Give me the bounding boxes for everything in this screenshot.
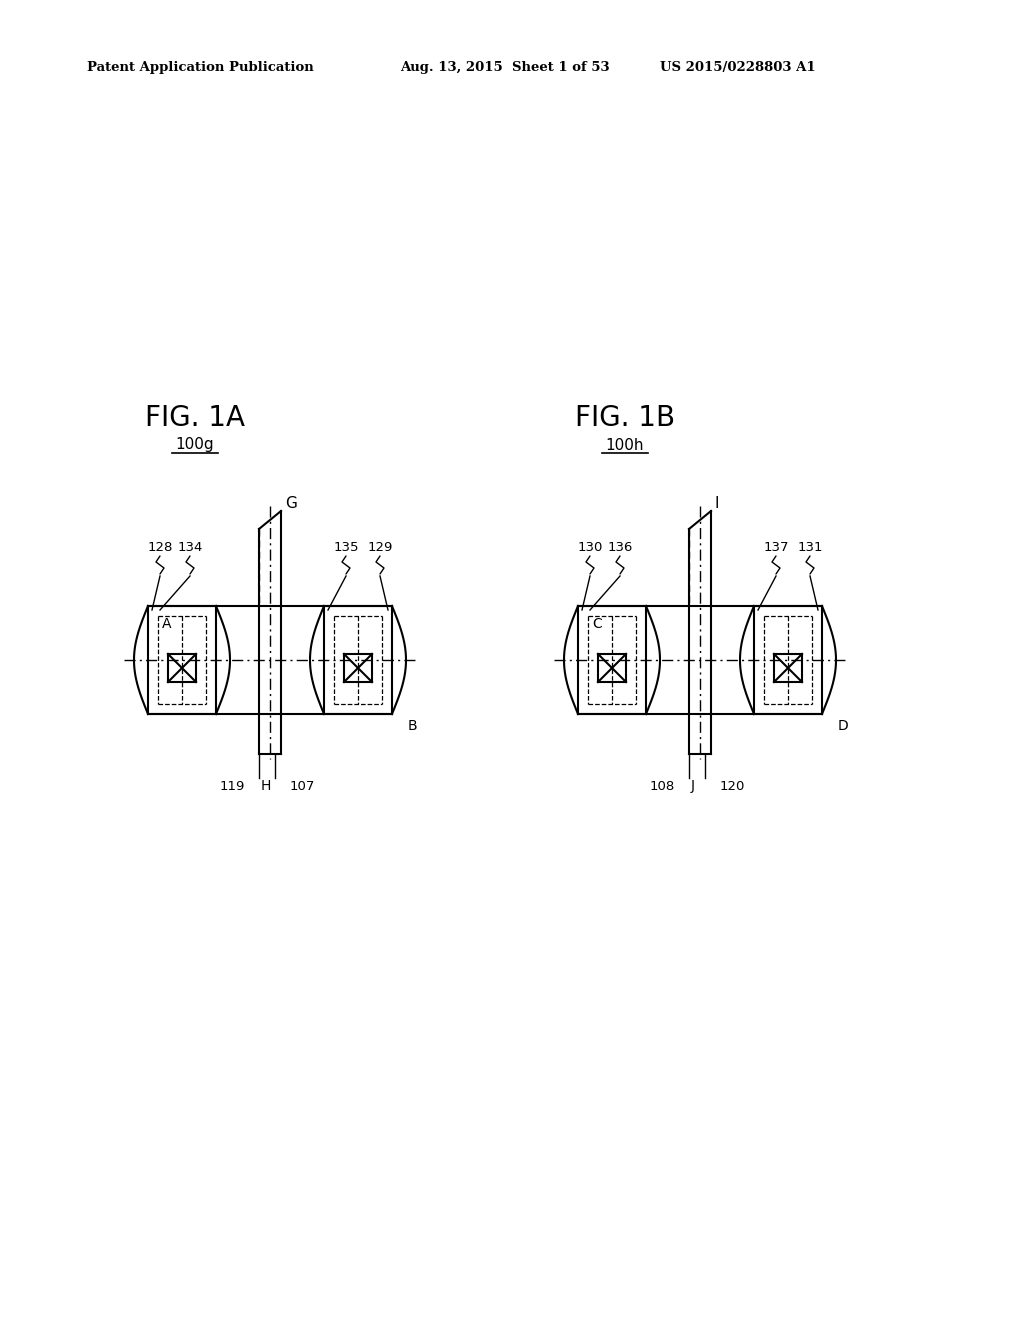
Text: US 2015/0228803 A1: US 2015/0228803 A1 xyxy=(660,62,816,74)
Text: B: B xyxy=(408,719,418,733)
Text: FIG. 1B: FIG. 1B xyxy=(574,404,675,432)
Text: 131: 131 xyxy=(798,541,822,554)
Text: 100g: 100g xyxy=(176,437,214,453)
Text: 100h: 100h xyxy=(606,437,644,453)
Text: 129: 129 xyxy=(368,541,392,554)
Text: H: H xyxy=(261,779,271,793)
Text: C: C xyxy=(592,616,602,631)
Text: 128: 128 xyxy=(147,541,173,554)
Text: 107: 107 xyxy=(290,780,315,792)
Text: 134: 134 xyxy=(177,541,203,554)
Text: 130: 130 xyxy=(578,541,603,554)
Text: 120: 120 xyxy=(720,780,745,792)
Text: 108: 108 xyxy=(650,780,675,792)
Text: Patent Application Publication: Patent Application Publication xyxy=(87,62,313,74)
Text: J: J xyxy=(691,779,695,793)
Text: 135: 135 xyxy=(333,541,358,554)
Text: I: I xyxy=(715,495,720,511)
Text: 137: 137 xyxy=(763,541,788,554)
Text: Aug. 13, 2015  Sheet 1 of 53: Aug. 13, 2015 Sheet 1 of 53 xyxy=(400,62,609,74)
Text: A: A xyxy=(162,616,171,631)
Text: FIG. 1A: FIG. 1A xyxy=(145,404,245,432)
Text: G: G xyxy=(285,495,297,511)
Text: 119: 119 xyxy=(219,780,245,792)
Text: D: D xyxy=(838,719,849,733)
Text: 136: 136 xyxy=(607,541,633,554)
